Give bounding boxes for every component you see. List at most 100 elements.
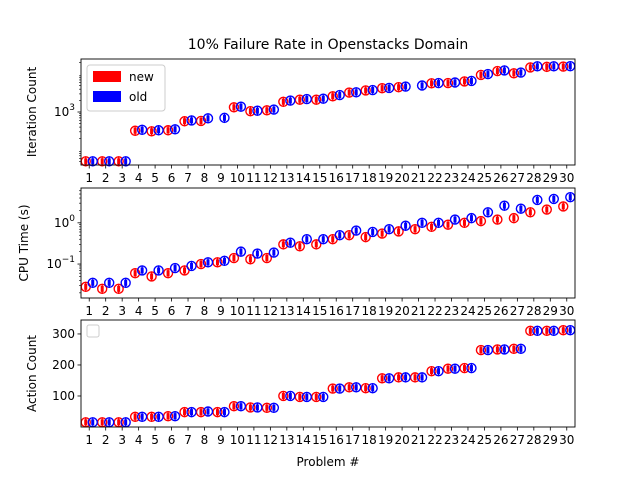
data-box [321, 95, 325, 102]
data-box [545, 63, 549, 70]
data-point [278, 96, 289, 107]
data-box [528, 64, 532, 71]
x-tick-label: 21 [411, 433, 426, 447]
data-box [519, 205, 523, 212]
data-box [84, 419, 88, 426]
data-box [298, 243, 302, 250]
data-box [248, 108, 252, 115]
panel-frame [80, 58, 576, 166]
x-tick-label: 4 [135, 433, 143, 447]
x-tick-label: 23 [444, 171, 459, 185]
data-box [437, 80, 441, 87]
data-box [140, 413, 144, 420]
data-box [380, 230, 384, 237]
data-box [552, 327, 556, 334]
data-box [124, 279, 128, 286]
data-point [492, 214, 503, 225]
data-point [416, 80, 428, 91]
data-point [252, 248, 263, 259]
data-box [100, 158, 104, 165]
x-tick-label: 29 [543, 304, 558, 318]
data-box [288, 392, 292, 399]
data-box [173, 126, 177, 133]
data-point [548, 61, 559, 72]
data-point [318, 93, 329, 104]
data-point [219, 406, 230, 418]
data-box [420, 82, 424, 89]
data-box [552, 195, 556, 202]
data-box [430, 368, 434, 375]
data-box [124, 419, 128, 426]
x-tick-label: 17 [345, 304, 360, 318]
data-box [545, 206, 549, 213]
y-axis-label: Action Count [25, 335, 39, 412]
data-point [268, 402, 280, 413]
x-tick-label: 9 [217, 171, 225, 185]
data-box [528, 209, 532, 216]
data-point [409, 224, 421, 235]
data-box [430, 223, 434, 230]
data-box [495, 68, 499, 75]
data-box [479, 71, 483, 78]
data-box [314, 96, 318, 103]
data-box [387, 84, 391, 91]
data-box [371, 228, 375, 235]
data-point [136, 124, 148, 135]
data-box [265, 404, 269, 411]
data-point [129, 125, 141, 136]
data-box [272, 106, 276, 113]
x-tick-label: 4 [135, 304, 143, 318]
x-tick-label: 30 [559, 304, 574, 318]
x-tick-label: 22 [427, 433, 442, 447]
data-point [466, 362, 477, 374]
data-box [239, 403, 243, 410]
data-point [146, 271, 157, 282]
x-tick-label: 1 [85, 304, 93, 318]
data-box [298, 393, 302, 400]
data-box [91, 419, 95, 426]
data-box [512, 70, 516, 77]
data-point [482, 207, 494, 218]
data-point [153, 125, 164, 136]
data-point [351, 87, 362, 98]
x-tick-label: 2 [102, 171, 110, 185]
data-point [318, 391, 329, 403]
x-tick-label: 16 [329, 171, 344, 185]
data-box [387, 226, 391, 233]
data-box [84, 283, 88, 290]
x-tick-label: 30 [559, 171, 574, 185]
data-point [548, 193, 559, 205]
data-box [255, 107, 259, 114]
data-point [195, 258, 207, 270]
data-point [202, 406, 214, 417]
x-tick-label: 24 [460, 171, 475, 185]
panel-frame [80, 319, 576, 428]
data-box [519, 69, 523, 76]
data-point [186, 115, 197, 126]
data-box [397, 228, 401, 235]
x-tick-label: 27 [510, 433, 525, 447]
x-tick-label: 26 [493, 304, 508, 318]
data-point [202, 257, 214, 268]
data-box [519, 345, 523, 352]
data-point [466, 75, 477, 87]
x-tick-label: 13 [279, 171, 294, 185]
data-box [446, 80, 450, 87]
x-tick-label: 11 [246, 304, 261, 318]
data-box [255, 250, 259, 257]
data-box [272, 249, 276, 256]
data-point [311, 239, 322, 250]
data-point [376, 373, 388, 384]
data-box [535, 327, 539, 334]
data-box [124, 158, 128, 165]
data-point [261, 252, 273, 264]
data-point [162, 267, 174, 279]
data-box [255, 404, 259, 411]
data-box [215, 259, 219, 266]
data-box [512, 345, 516, 352]
data-point [334, 230, 345, 241]
data-box [91, 279, 95, 286]
x-tick-label: 13 [279, 433, 294, 447]
data-point [179, 116, 190, 127]
